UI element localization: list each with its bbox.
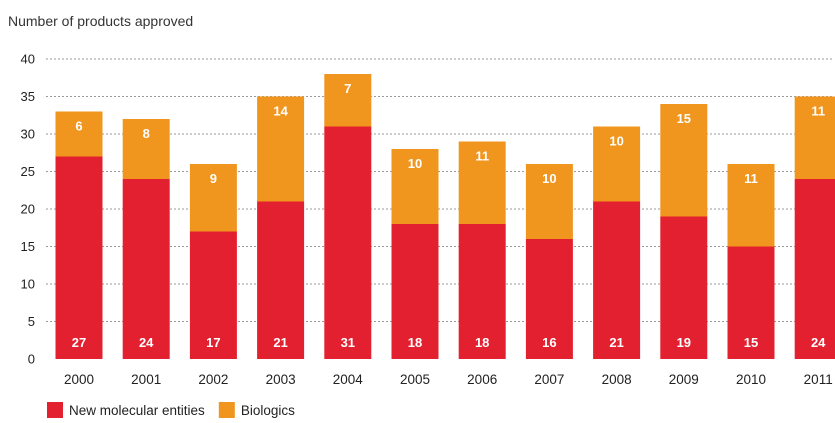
data-label: 18 [408,335,422,350]
bar-segment-nme [122,179,170,359]
bar-segment-biologics [55,111,103,157]
x-axis-ticks: 2000 2001 2002 2003 2004 2005 2006 2007 2008 2009… [64,372,833,387]
data-label: 10 [542,171,556,186]
data-label: 31 [341,335,355,350]
data-label: 8 [143,126,150,141]
bars: 27 6 24 8 17 9 21 14 31 7 18 10 18 11 16 10 21 10 19 15 15 11… [55,74,835,359]
legend-label: Biologics [241,403,295,418]
data-label: 11 [744,171,758,186]
y-tick-label: 35 [21,89,35,104]
y-tick-label: 5 [28,314,35,329]
bar-segment-biologics [593,126,641,202]
bar-segment-biologics [189,164,237,232]
data-label: 10 [609,134,623,149]
legend: New molecular entities Biologics [47,402,295,418]
data-label: 24 [139,335,154,350]
data-label: 24 [811,335,826,350]
data-label: 21 [609,335,623,350]
bar-segment-biologics [391,149,439,224]
y-tick-label: 15 [21,239,35,254]
data-label: 9 [210,171,217,186]
bar-segment-biologics [324,74,372,127]
bar-segment-nme [391,224,439,359]
y-tick-label: 30 [21,127,35,142]
y-axis-title: Number of products approved [8,13,193,29]
y-tick-label: 10 [21,277,35,292]
data-label: 14 [273,104,288,119]
legend-swatch-biologics [218,402,235,418]
data-label: 6 [75,119,82,134]
data-label: 15 [677,111,691,126]
data-label: 16 [542,335,556,350]
bar-segment-nme [189,231,237,359]
y-tick-label: 25 [21,164,35,179]
x-tick-label: 2009 [669,372,699,387]
bar-segment-nme [324,126,372,359]
bar-segment-nme [660,216,708,359]
data-label: 27 [72,335,86,350]
bar-segment-nme [458,224,506,359]
bar-segment-biologics [660,104,708,217]
data-label: 21 [273,335,287,350]
bar-segment-biologics [458,141,506,224]
data-label: 10 [408,156,422,171]
x-tick-label: 2000 [64,372,94,387]
x-tick-label: 2004 [333,372,364,387]
bar-segment-biologics [122,119,170,179]
bar-segment-nme [593,201,641,359]
x-tick-label: 2002 [198,372,228,387]
data-label: 18 [475,335,489,350]
bar-segment-nme [55,156,103,359]
data-label: 19 [677,335,691,350]
bar-segment-biologics [257,96,305,202]
data-label: 11 [811,104,825,119]
y-tick-label: 0 [28,352,35,367]
x-tick-label: 2010 [736,372,766,387]
data-label: 7 [344,81,351,96]
x-tick-label: 2001 [131,372,161,387]
bar-segment-biologics [525,164,573,239]
data-label: 17 [206,335,220,350]
x-tick-label: 2005 [400,372,430,387]
bar-segment-biologics [727,164,775,247]
x-tick-label: 2003 [266,372,296,387]
x-tick-label: 2006 [467,372,497,387]
gridlines [46,58,833,322]
legend-label: New molecular entities [69,403,205,418]
x-tick-label: 2011 [804,372,833,387]
x-tick-label: 2008 [602,372,632,387]
bar-segment-nme [794,179,835,359]
bar-segment-nme [525,239,573,359]
y-axis-ticks: 0 5 10 15 20 25 30 35 40 [21,52,35,367]
data-label: 11 [475,149,489,164]
y-tick-label: 40 [21,52,35,67]
y-tick-label: 20 [21,202,35,217]
bar-segment-nme [257,201,305,359]
bar-segment-nme [727,246,775,359]
legend-swatch-nme [47,402,63,418]
x-tick-label: 2007 [534,372,564,387]
bar-segment-biologics [794,96,835,179]
data-label: 15 [744,335,758,350]
